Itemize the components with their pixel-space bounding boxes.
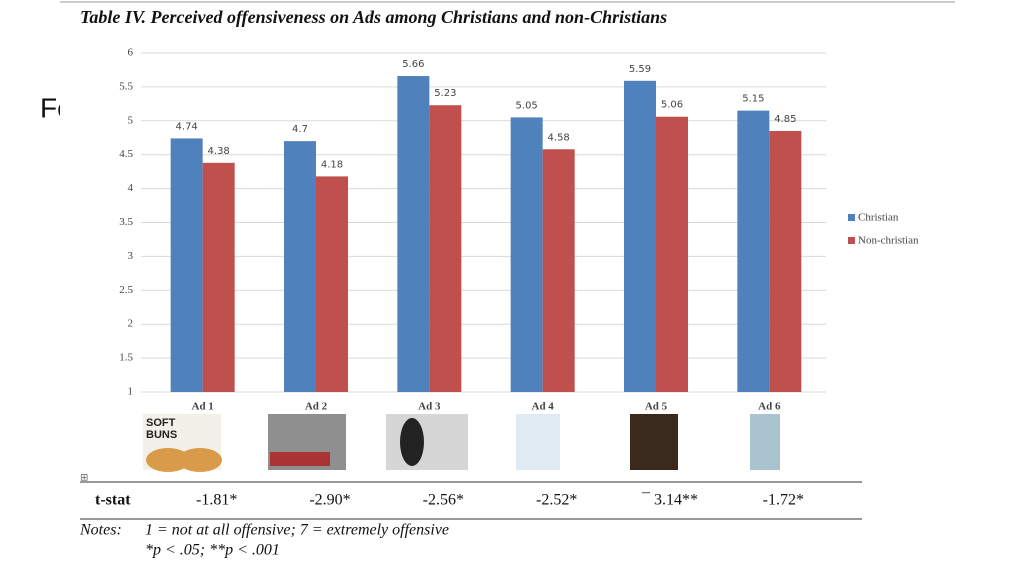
t-stat-value: ¯ 3.14** (641, 492, 698, 509)
y-tick-label: 5.5 (119, 80, 133, 92)
bar (397, 76, 430, 392)
y-tick-label: 4 (128, 182, 134, 194)
chart-title: Table IV. Perceived offensiveness on Ads… (80, 7, 667, 27)
notes-line: *p < .05; **p < .001 (145, 542, 280, 559)
y-tick-label: 5 (128, 114, 134, 126)
y-tick-label: 3 (128, 250, 134, 262)
t-stat-value: -1.81* (196, 492, 237, 509)
ad-image-text: BUNS (146, 429, 177, 441)
ad-image (750, 414, 780, 470)
bar (624, 80, 656, 392)
t-stat-label: t-stat (95, 492, 131, 509)
ad-image (270, 452, 330, 466)
t-stat-value: -2.52* (536, 492, 577, 509)
bar (656, 116, 688, 393)
value-label: 4.18 (321, 159, 343, 170)
t-stat-value: -1.72* (763, 492, 804, 509)
ad-image (178, 448, 222, 472)
value-label: 4.74 (176, 121, 198, 132)
bar (542, 149, 575, 392)
y-tick-label: 4.5 (119, 148, 133, 160)
bar (737, 110, 770, 392)
bar (202, 162, 235, 392)
value-label: 5.59 (629, 64, 651, 75)
y-tick-label: 1.5 (119, 352, 133, 364)
y-tick-label: 1 (128, 386, 134, 398)
y-tick-label: 2 (128, 318, 134, 330)
bar (510, 117, 543, 392)
notes-label: Notes: (79, 522, 122, 539)
x-tick-label: Ad 5 (645, 401, 668, 413)
bar (769, 130, 802, 392)
y-tick-label: 2.5 (119, 284, 133, 296)
x-tick-label: Ad 3 (418, 401, 441, 413)
value-label: 4.7 (292, 124, 308, 135)
notes-line: 1 = not at all offensive; 7 = extremely … (145, 522, 449, 539)
bar (429, 105, 462, 393)
expand-icon: ⊞ (80, 472, 88, 483)
legend-swatch (848, 214, 855, 221)
value-label: 4.58 (548, 132, 570, 143)
value-label: 4.38 (208, 146, 230, 157)
value-label: 5.05 (516, 100, 538, 111)
value-label: 4.85 (774, 114, 796, 125)
ad-image-text: SOFT (146, 417, 176, 429)
bar (170, 138, 203, 392)
ad-image (146, 448, 190, 472)
y-tick-label: 6 (128, 47, 134, 59)
y-tick-label: 3.5 (119, 216, 133, 228)
value-label: 5.66 (402, 59, 424, 70)
ad-image (400, 418, 424, 466)
value-label: 5.06 (661, 100, 683, 111)
x-tick-label: Ad 2 (305, 401, 328, 413)
t-stat-value: -2.90* (309, 492, 350, 509)
x-tick-label: Ad 4 (532, 401, 555, 413)
value-label: 5.23 (434, 88, 456, 99)
legend-label: Christian (858, 212, 899, 224)
x-tick-label: Ad 6 (758, 401, 781, 413)
value-label: 5.15 (742, 94, 764, 105)
ad-image (386, 414, 468, 470)
ad-image (630, 414, 678, 470)
t-stat-value: -2.56* (423, 492, 464, 509)
legend-label: Non-christian (858, 235, 919, 247)
x-tick-label: Ad 1 (192, 401, 214, 413)
ad-images: SOFT BUNS (143, 414, 780, 472)
ad-image (516, 414, 560, 470)
legend-swatch (848, 237, 855, 244)
bar (284, 141, 316, 392)
bar (316, 176, 348, 392)
